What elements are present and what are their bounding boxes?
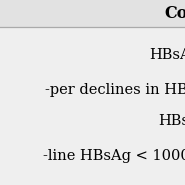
Text: -per declines in HBs.: -per declines in HBs.	[45, 83, 185, 97]
Text: HBsA: HBsA	[158, 114, 185, 128]
Text: Con: Con	[165, 5, 185, 22]
Text: HBsAg: HBsAg	[149, 48, 185, 63]
Text: -line HBsAg < 1000 I: -line HBsAg < 1000 I	[43, 149, 185, 163]
Bar	[0, 0, 185, 27]
